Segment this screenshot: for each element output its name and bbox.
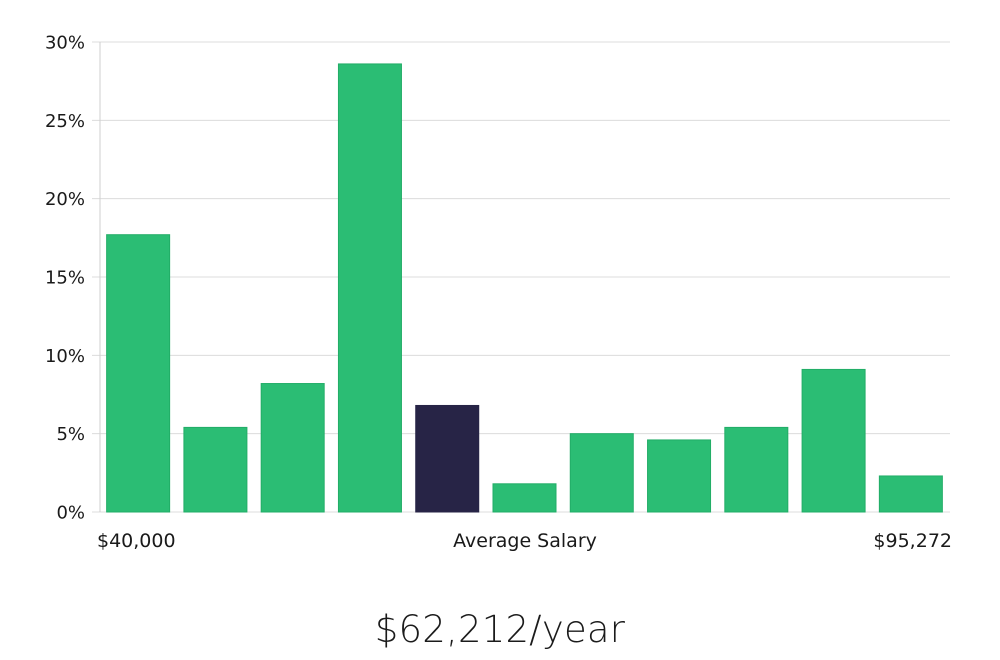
bar	[647, 439, 712, 513]
salary-histogram: 0% 5% 10% 15% 20% 25% 30% $40,000 Average Sala…	[45, 33, 952, 553]
y-tick-label: 5%	[56, 424, 85, 445]
bar	[492, 483, 557, 513]
bar	[801, 368, 866, 513]
bar	[260, 383, 325, 513]
bar	[569, 433, 634, 513]
y-tick-label: 20%	[45, 189, 85, 210]
average-salary-value: $62,212/year	[374, 608, 626, 651]
x-max-label: $95,272	[873, 530, 952, 552]
bar	[724, 426, 789, 513]
x-center-label: Average Salary	[453, 530, 597, 552]
y-tick-label: 10%	[45, 346, 85, 367]
bar	[106, 234, 171, 513]
y-axis-tick-labels: 0% 5% 10% 15% 20% 25% 30%	[45, 33, 85, 524]
y-tick-label: 15%	[45, 268, 85, 289]
bar-highlighted	[415, 404, 480, 513]
bar	[183, 426, 248, 513]
bar	[337, 63, 402, 513]
bars	[106, 63, 943, 513]
y-tick-label: 25%	[45, 111, 85, 132]
y-tick-label: 30%	[45, 33, 85, 54]
y-tick-label: 0%	[56, 503, 85, 524]
x-min-label: $40,000	[97, 530, 176, 552]
bar	[878, 475, 943, 513]
